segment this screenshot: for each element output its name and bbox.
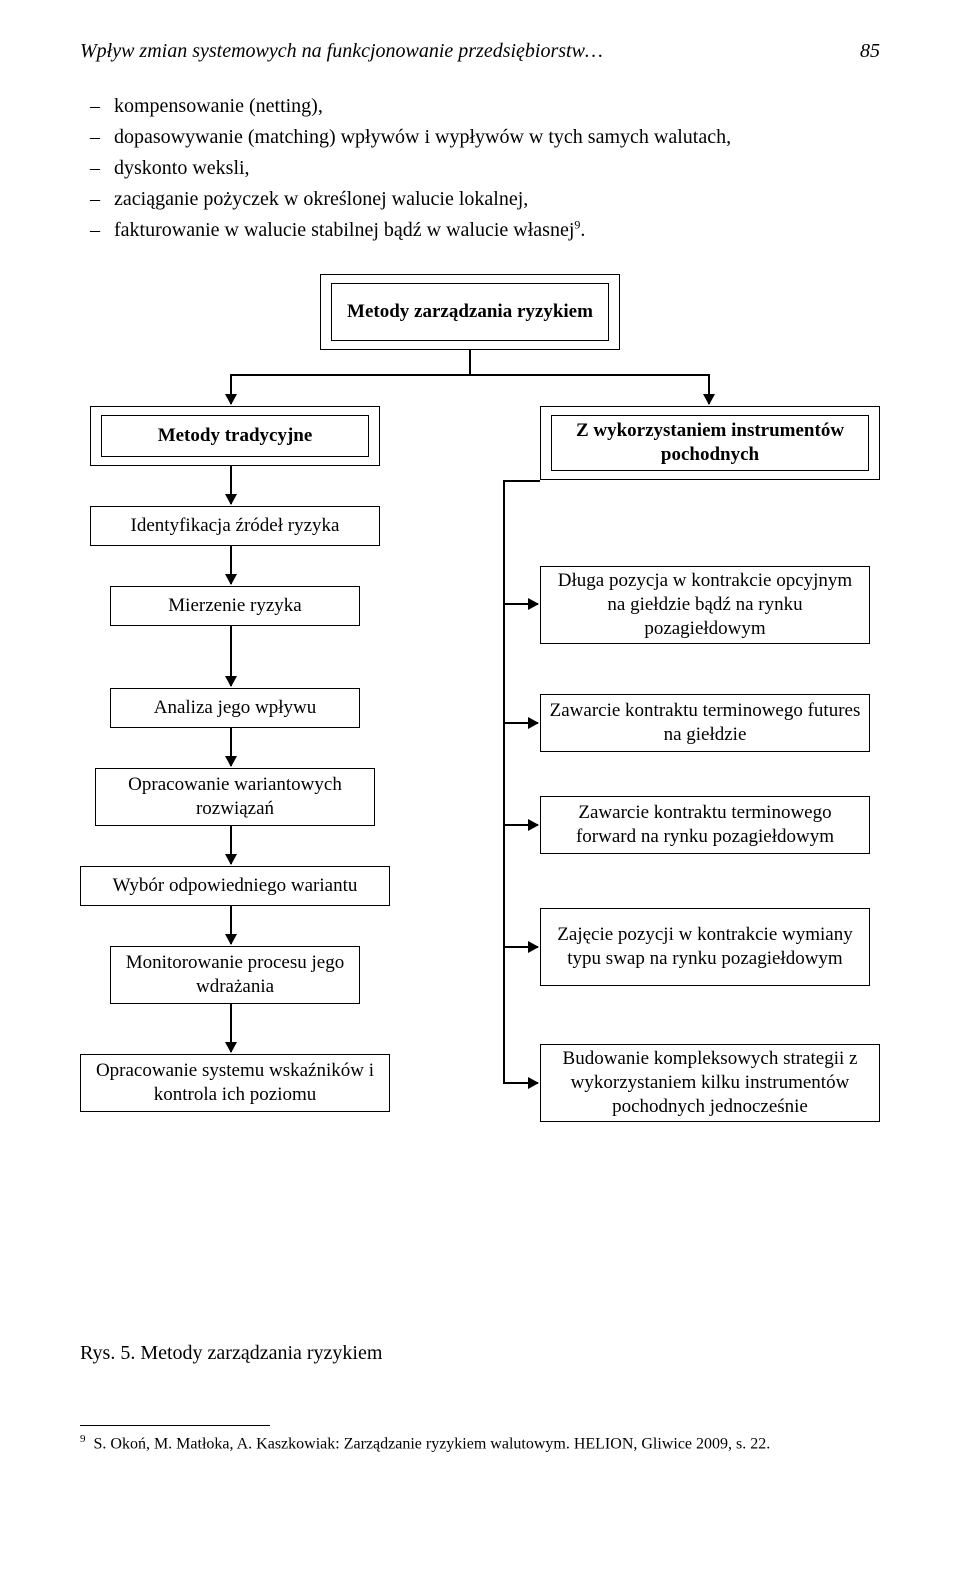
- bullet-list: kompensowanie (netting), dopasowywanie (…: [80, 91, 880, 246]
- running-header: Wpływ zmian systemowych na funkcjonowani…: [80, 40, 880, 63]
- arrow-icon: [503, 603, 538, 605]
- arrow-icon: [503, 722, 538, 724]
- node-label: Budowanie kompleksowych strategii z wyko…: [549, 1047, 871, 1118]
- left-node: Mierzenie ryzyka: [110, 586, 360, 626]
- right-node: Długa pozycja w kontrakcie opcyjnym na g…: [540, 566, 870, 644]
- footnote-rule: [80, 1425, 270, 1426]
- bullet-period: .: [580, 219, 585, 241]
- footnote-text: S. Okoń, M. Matłoka, A. Kaszkowiak: Zarz…: [94, 1435, 771, 1452]
- bullet-text: fakturowanie w walucie stabilnej bądź w …: [114, 219, 574, 241]
- node-label: Opracowanie systemu wskaźników i kontrol…: [89, 1059, 381, 1107]
- connector: [503, 480, 505, 1084]
- arrow-icon: [230, 1004, 232, 1052]
- left-head-outer: Metody tradycyjne: [90, 406, 380, 466]
- node-label: Zawarcie kontraktu terminowego forward n…: [549, 801, 861, 849]
- node-label: Zajęcie pozycji w kontrakcie wymiany typ…: [549, 923, 861, 971]
- right-node: Zajęcie pozycji w kontrakcie wymiany typ…: [540, 908, 870, 986]
- header-title: Wpływ zmian systemowych na funkcjonowani…: [80, 40, 603, 63]
- node-label: Zawarcie kontraktu terminowego futures n…: [549, 699, 861, 747]
- connector: [230, 374, 710, 376]
- node-label: Wybór odpowiedniego wariantu: [113, 874, 358, 898]
- list-item: zaciąganie pożyczek w określonej walucie…: [114, 184, 880, 215]
- right-node: Zawarcie kontraktu terminowego futures n…: [540, 694, 870, 752]
- bullet-text: dyskonto weksli,: [114, 157, 250, 179]
- list-item: fakturowanie w walucie stabilnej bądź w …: [114, 215, 880, 246]
- list-item: kompensowanie (netting),: [114, 91, 880, 122]
- arrow-icon: [503, 1082, 538, 1084]
- node-label: Mierzenie ryzyka: [168, 594, 301, 618]
- arrow-icon: [230, 466, 232, 504]
- arrow-icon: [230, 626, 232, 686]
- right-node: Budowanie kompleksowych strategii z wyko…: [540, 1044, 880, 1122]
- right-head-label: Z wykorzystaniem instrumentów pochodnych: [560, 419, 860, 467]
- right-node: Zawarcie kontraktu terminowego forward n…: [540, 796, 870, 854]
- bullet-text: dopasowywanie (matching) wpływów i wypły…: [114, 126, 731, 148]
- right-head-inner: Z wykorzystaniem instrumentów pochodnych: [551, 415, 869, 471]
- right-head-outer: Z wykorzystaniem instrumentów pochodnych: [540, 406, 880, 480]
- arrow-icon: [708, 374, 710, 404]
- arrow-icon: [503, 824, 538, 826]
- connector: [469, 350, 471, 374]
- left-head-inner: Metody tradycyjne: [101, 415, 369, 457]
- node-label: Długa pozycja w kontrakcie opcyjnym na g…: [549, 569, 861, 640]
- left-node: Opracowanie wariantowych rozwiązań: [95, 768, 375, 826]
- bullet-text: kompensowanie (netting),: [114, 95, 323, 117]
- node-label: Identyfikacja źródeł ryzyka: [131, 514, 340, 538]
- page-number: 85: [860, 40, 880, 63]
- left-node: Opracowanie systemu wskaźników i kontrol…: [80, 1054, 390, 1112]
- arrow-icon: [230, 906, 232, 944]
- root-inner: Metody zarządzania ryzykiem: [331, 283, 609, 341]
- connector: [503, 480, 540, 482]
- left-node: Monitorowanie procesu jego wdrażania: [110, 946, 360, 1004]
- node-label: Monitorowanie procesu jego wdrażania: [119, 951, 351, 999]
- footnote-number: 9: [80, 1433, 86, 1445]
- left-head-label: Metody tradycyjne: [158, 424, 313, 448]
- arrow-icon: [230, 374, 232, 404]
- root-label: Metody zarządzania ryzykiem: [347, 300, 593, 324]
- flowchart: Metody zarządzania ryzykiem Metody trady…: [80, 274, 880, 1294]
- list-item: dopasowywanie (matching) wpływów i wypły…: [114, 122, 880, 153]
- arrow-icon: [503, 946, 538, 948]
- node-label: Opracowanie wariantowych rozwiązań: [104, 773, 366, 821]
- left-node: Identyfikacja źródeł ryzyka: [90, 506, 380, 546]
- left-node: Analiza jego wpływu: [110, 688, 360, 728]
- list-item: dyskonto weksli,: [114, 153, 880, 184]
- bullet-text: zaciąganie pożyczek w określonej walucie…: [114, 188, 528, 210]
- figure-caption: Rys. 5. Metody zarządzania ryzykiem: [80, 1342, 880, 1365]
- arrow-icon: [230, 826, 232, 864]
- root-outer: Metody zarządzania ryzykiem: [320, 274, 620, 350]
- left-node: Wybór odpowiedniego wariantu: [80, 866, 390, 906]
- node-label: Analiza jego wpływu: [154, 696, 317, 720]
- arrow-icon: [230, 728, 232, 766]
- arrow-icon: [230, 546, 232, 584]
- footnote: 9 S. Okoń, M. Matłoka, A. Kaszkowiak: Za…: [80, 1432, 880, 1455]
